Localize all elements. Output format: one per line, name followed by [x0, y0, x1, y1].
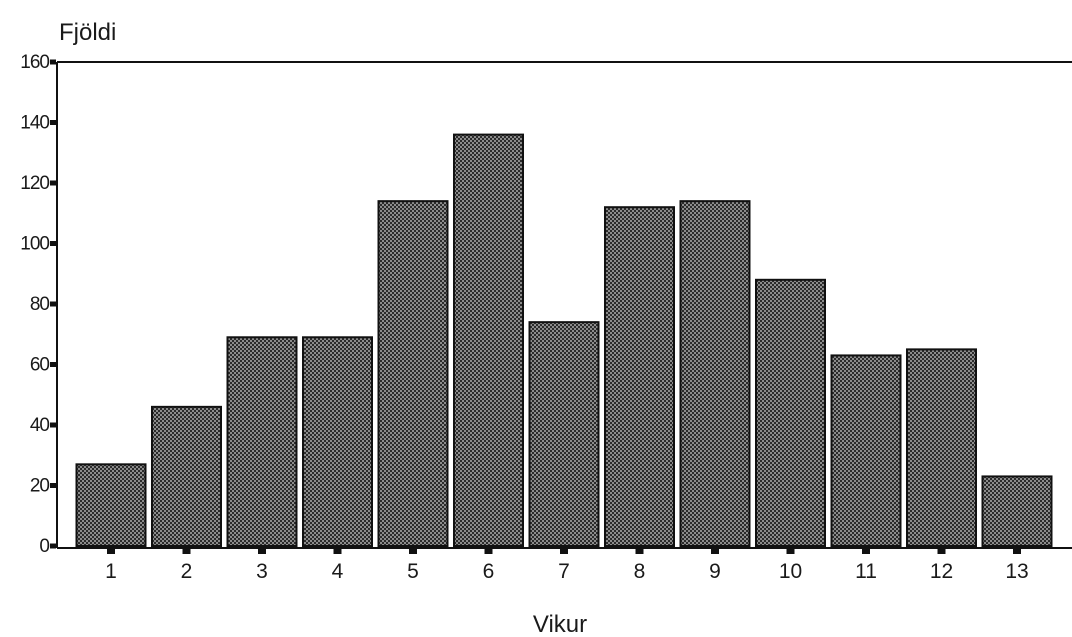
- x-tick-mark: [711, 548, 719, 554]
- x-tick-label: 8: [634, 560, 646, 583]
- bar-week-6: [453, 133, 524, 547]
- x-tick-mark: [635, 548, 644, 554]
- y-tick-mark: [50, 362, 56, 367]
- x-tick-mark: [1013, 548, 1021, 554]
- y-tick-label: 160: [20, 52, 49, 73]
- y-tick-mark: [50, 180, 56, 186]
- x-tick-mark: [560, 548, 568, 554]
- x-tick-mark: [484, 548, 493, 554]
- y-tick-mark: [50, 422, 56, 428]
- x-tick-mark: [333, 548, 342, 554]
- x-tick-label: 7: [558, 560, 570, 583]
- x-tick-mark: [862, 548, 870, 554]
- y-tick-mark: [50, 301, 56, 307]
- y-tick-mark: [50, 59, 56, 65]
- x-tick-label: 12: [930, 560, 953, 583]
- y-tick-mark: [50, 543, 56, 549]
- bar-week-13: [981, 475, 1053, 547]
- bar-week-10: [755, 278, 826, 547]
- bar-week-12: [906, 348, 977, 547]
- bar-week-7: [528, 321, 600, 547]
- x-tick-mark: [258, 548, 266, 554]
- bar-week-4: [302, 336, 373, 547]
- bar-week-2: [151, 405, 222, 547]
- x-tick-label: 10: [779, 560, 802, 583]
- y-tick-label: 120: [20, 173, 49, 194]
- y-tick-label: 20: [30, 476, 50, 497]
- x-tick-label: 2: [181, 560, 193, 583]
- x-axis-ticks: 1 2 3 4 5 6 7 8 9 10 11 12 13: [105, 548, 1029, 583]
- y-tick-label: 140: [20, 113, 49, 134]
- x-tick-label: 1: [105, 560, 117, 583]
- y-tick-label: 0: [39, 536, 49, 557]
- x-tick-label: 6: [483, 560, 495, 583]
- bar-week-9: [679, 200, 751, 547]
- y-tick-label: 80: [30, 294, 50, 315]
- y-tick-mark: [50, 483, 56, 488]
- y-tick-mark: [50, 241, 56, 246]
- y-tick-label: 40: [30, 415, 50, 436]
- bar-week-3: [226, 336, 298, 547]
- x-tick-mark: [182, 548, 191, 554]
- x-tick-label: 9: [709, 560, 721, 583]
- bar-week-8: [604, 206, 675, 547]
- x-tick-label: 3: [256, 560, 268, 583]
- x-tick-mark: [937, 548, 946, 554]
- x-axis-title: Vikur: [533, 611, 587, 637]
- y-axis-ticks: 0 20 40 60 80 100 120 140 160: [20, 52, 56, 557]
- bars: [75, 133, 1053, 548]
- x-tick-label: 11: [855, 560, 877, 583]
- y-axis-title: Fjöldi: [59, 19, 116, 46]
- bar-week-1: [75, 463, 147, 548]
- y-tick-mark: [50, 120, 56, 125]
- x-tick-mark: [107, 548, 115, 554]
- x-tick-label: 4: [332, 560, 344, 583]
- y-tick-label: 60: [30, 355, 50, 376]
- x-tick-mark: [409, 548, 417, 554]
- x-tick-mark: [786, 548, 795, 554]
- x-tick-label: 5: [407, 560, 419, 583]
- y-tick-label: 100: [20, 234, 49, 255]
- x-tick-label: 13: [1005, 560, 1028, 583]
- bar-week-11: [830, 354, 902, 547]
- bar-week-5: [377, 200, 449, 547]
